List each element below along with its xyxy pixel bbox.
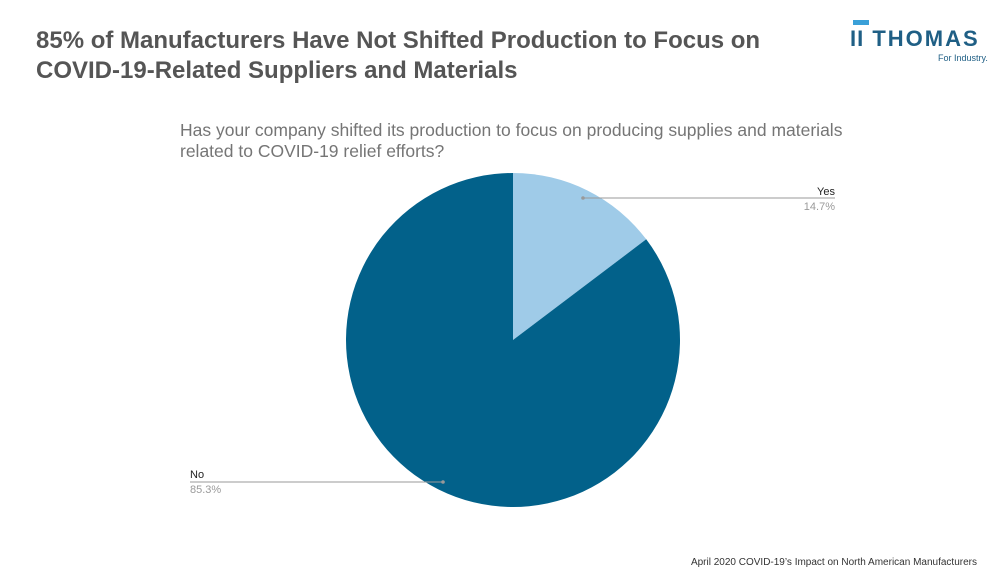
slice-label-yes: Yes [817,186,835,198]
slice-value-no: 85.3% [190,484,221,496]
footer-source: April 2020 COVID-19’s Impact on North Am… [690,557,977,568]
thomas-logo: II THOMAS For Industry. [850,20,990,65]
leader-dot-no [441,480,445,484]
slice-value-yes: 14.7% [804,201,835,213]
pie-slice-no [346,173,680,507]
slice-label-no: No [190,469,204,481]
leader-dot-yes [581,196,585,200]
logo-tagline: For Industry. [938,53,988,63]
logo-mark [853,20,869,25]
chart-title: Has your company shifted its production … [180,120,843,161]
page-title: 85% of Manufacturers Have Not Shifted Pr… [36,27,761,84]
pie-slice-yes [513,173,647,340]
logo-wordmark: II THOMAS [850,26,980,51]
